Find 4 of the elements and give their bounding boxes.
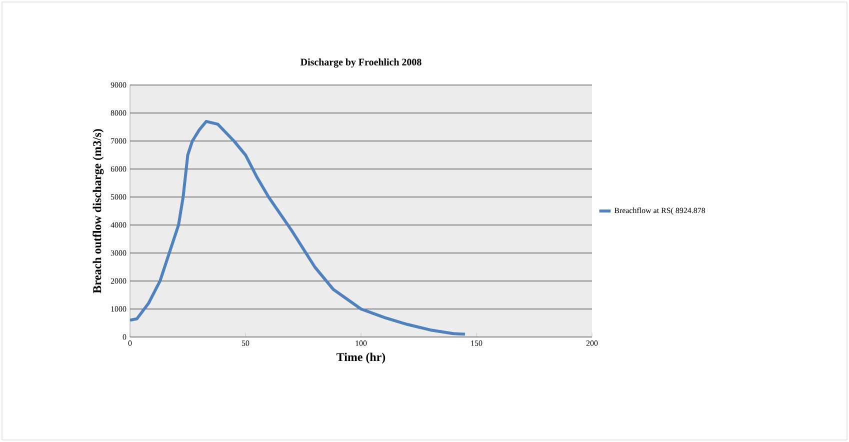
line-series [130,120,466,336]
x-axis-title: Time (hr) [336,352,386,364]
chart-title: Discharge by Froehlich 2008 [300,58,422,68]
y-axis-title: Breach outflow discharge (m3/s) [92,129,104,294]
